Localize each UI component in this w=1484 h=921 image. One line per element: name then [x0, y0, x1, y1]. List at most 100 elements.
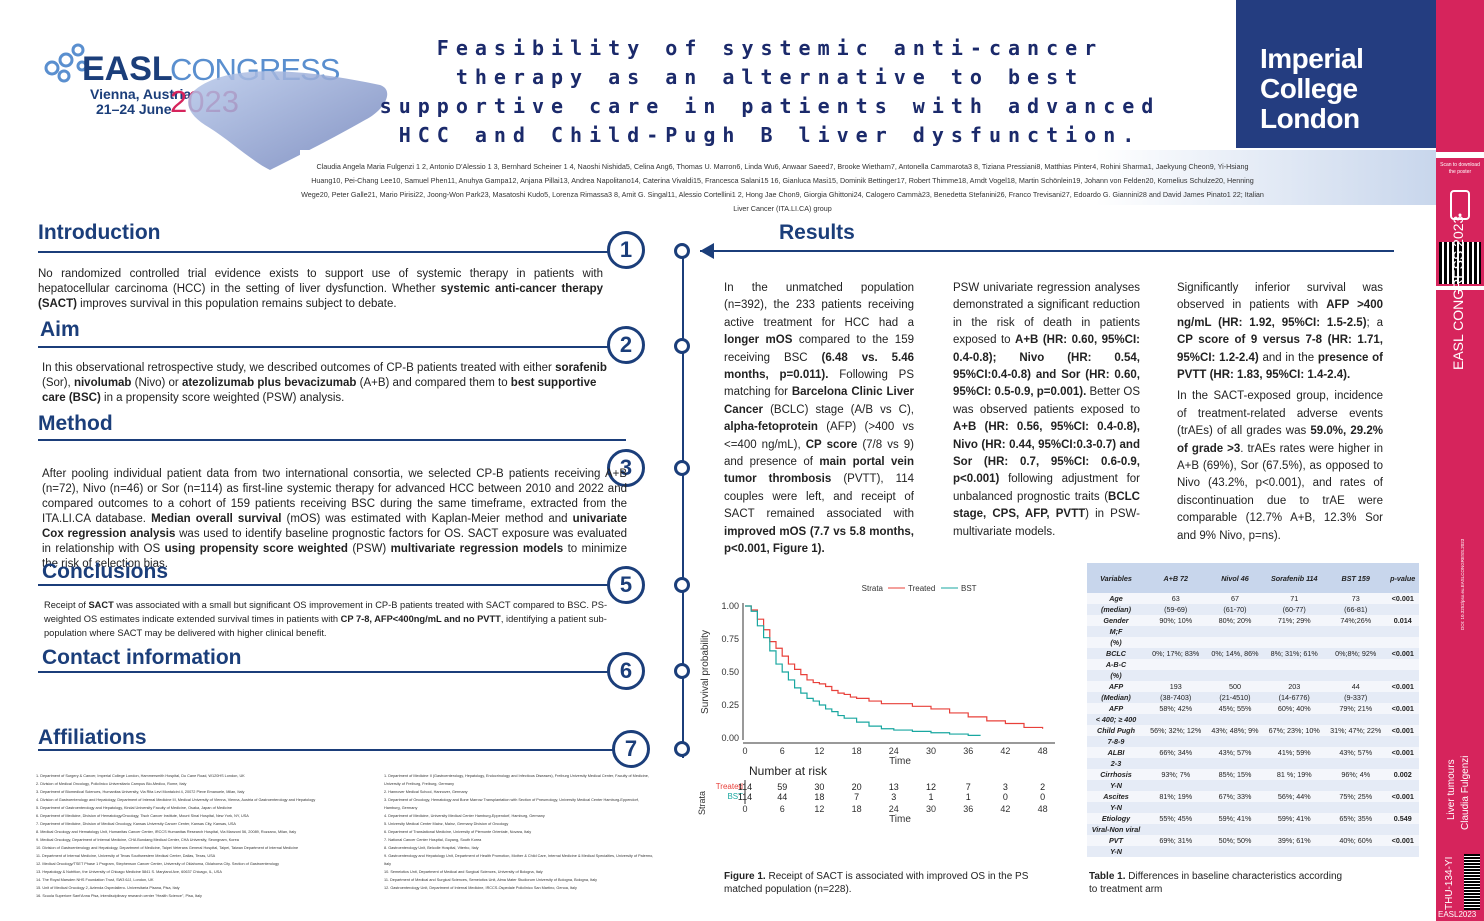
risk-treated-label: Treated [716, 782, 743, 791]
affiliation-item: 15. Unit of Medical Oncology 2, Azienda … [36, 886, 180, 890]
table-row: Cirrhosis 93%; 7% 85%; 15% 81 %; 19% 96%; 4%… [1087, 769, 1419, 780]
table-cell: (14-6776) [1263, 692, 1325, 703]
table-cell: 93%; 7% [1145, 769, 1207, 780]
aim-heading: Aim [40, 318, 80, 341]
table-cell: 75%; 25% [1324, 791, 1387, 802]
qr-code[interactable] [1439, 242, 1481, 284]
connector-node-7 [674, 741, 690, 757]
table-cell [1206, 637, 1264, 648]
table-cell [1263, 824, 1325, 835]
table-cell: <0.001 [1386, 593, 1419, 604]
table-cell: < 400; ≥ 400 [1087, 714, 1145, 725]
affiliation-item: 6. Department of Medicine, Division of H… [36, 814, 249, 818]
table-cell [1324, 824, 1387, 835]
table-header-cell: Sorafenib 114 [1263, 563, 1325, 593]
table-cell: 56%; 32%; 12% [1145, 725, 1207, 736]
table-cell: 43%; 57% [1324, 747, 1387, 758]
y-tick-label: 0.25 [721, 700, 739, 710]
table-cell [1324, 758, 1387, 769]
table-cell: 8%; 31%; 61% [1263, 648, 1325, 659]
table-cell [1145, 846, 1207, 857]
table-cell: Child Pugh [1087, 725, 1145, 736]
table-cell [1206, 626, 1264, 637]
risk-x-label: Time [889, 814, 911, 825]
table-cell [1263, 714, 1325, 725]
table-cell [1145, 736, 1207, 747]
sidebar-topic: Liver tumours [1446, 759, 1457, 820]
table-cell: <0.001 [1386, 791, 1419, 802]
table-cell [1206, 780, 1264, 791]
risk-count-treated: 7 [966, 782, 971, 792]
affiliation-item: 6. Department of Translational Medicine,… [384, 830, 532, 834]
x-tick-label: 18 [852, 746, 862, 756]
table-row: (%) [1087, 637, 1419, 648]
table-row: 2-3 [1087, 758, 1419, 769]
table-cell: 56%; 44% [1263, 791, 1325, 802]
risk-table-title: Number at risk [749, 764, 828, 778]
section-number-3: 3 [607, 449, 645, 487]
affiliation-item: 3. Department of Oncology, Hematology an… [384, 798, 640, 810]
x-tick-label: 0 [742, 746, 747, 756]
table-cell: Viral-Non viral [1087, 824, 1145, 835]
logo-word: EASL [82, 50, 173, 88]
sidebar-congress: EASL CONGRESS 2023 [1450, 215, 1466, 370]
risk-x-tick: 30 [926, 804, 936, 814]
table-cell [1145, 670, 1207, 681]
table-caption: Table 1. Differences in baseline charact… [1089, 871, 1343, 895]
table-row: Etiology 55%; 45% 59%; 41% 59%; 41% 65%; 35%… [1087, 813, 1419, 824]
table-cell [1324, 659, 1387, 670]
table-header-cell: Variables [1087, 563, 1145, 593]
table-cell: 63 [1145, 593, 1207, 604]
table-cell: 90%; 10% [1145, 615, 1207, 626]
affiliation-item: 12. Medical Oncology/TSET Phase 1 Progra… [36, 862, 279, 866]
table-cell [1386, 802, 1419, 813]
table-cell [1386, 626, 1419, 637]
aim-text: In this observational retrospective stud… [42, 362, 607, 404]
affiliation-item: 2. Hannover Medical School, Hannover, Ge… [384, 790, 468, 794]
affiliation-item: 8. Medical Oncology and Hematology Unit,… [36, 830, 297, 834]
table-cell: (61-70) [1206, 604, 1264, 615]
intro-text: No randomized controlled trial evidence … [38, 268, 603, 310]
table-row: Ascites 81%; 19% 67%; 33% 56%; 44% 75%; 25% <… [1087, 791, 1419, 802]
table-cell: 39%; 61% [1263, 835, 1325, 846]
table-row: M;F [1087, 626, 1419, 637]
conclusions-rule [38, 584, 626, 586]
legend-treated-label: Treated [908, 584, 935, 593]
connector-node-1 [674, 243, 690, 259]
table-cell: 80%; 20% [1206, 615, 1264, 626]
table-cell [1324, 802, 1387, 813]
table-cell: 74%;26% [1324, 615, 1387, 626]
results-column-1: In the unmatched population (n=392), the… [724, 282, 915, 556]
intro-rule [38, 251, 626, 253]
table-cell: Y-N [1087, 846, 1145, 857]
table-row: AFP 193 500 203 44 <0.001 [1087, 681, 1419, 692]
risk-count-treated: 59 [777, 782, 787, 792]
risk-count-treated: 20 [852, 782, 862, 792]
section-number-1: 1 [607, 231, 645, 269]
connector-node-3 [674, 460, 690, 476]
table-cell [1263, 626, 1325, 637]
table-cell: 0%; 14%, 86% [1206, 648, 1264, 659]
affiliation-item: 9. Medical Oncology, Department of Inter… [36, 838, 239, 842]
table-row: ALBI 66%; 34% 43%; 57% 41%; 59% 43%; 57% <0.0… [1087, 747, 1419, 758]
affiliation-item: 4. Division of Gastroenterology and Hepa… [36, 798, 316, 802]
x-tick-label: 48 [1038, 746, 1048, 756]
table-cell: 71 [1263, 593, 1325, 604]
table-row: A-B-C [1087, 659, 1419, 670]
table-cell [1386, 758, 1419, 769]
sidebar-info-block: EASL CONGRESS 2023 DOI: 10.3252/pso.eu.E… [1436, 216, 1484, 921]
results-column-3-para-1: Significantly inferior survival was obse… [1177, 282, 1383, 382]
table-cell [1386, 692, 1419, 703]
table-cell: 67%; 33% [1206, 791, 1264, 802]
table-cell [1386, 736, 1419, 747]
table-cell [1386, 670, 1419, 681]
liver-illustration [188, 71, 388, 170]
table-cell: 59%; 41% [1206, 813, 1264, 824]
table-row: Y-N [1087, 802, 1419, 813]
risk-count-treated: 30 [814, 782, 824, 792]
table-cell: 43%; 48%; 9% [1206, 725, 1264, 736]
contact-heading: Contact information [42, 646, 242, 669]
affiliation-item: 9. Gastroenterology and Hepatology Unit,… [384, 854, 654, 866]
table-cell: 73 [1324, 593, 1387, 604]
affiliation-item: 5. Department of Gastroenterology and He… [36, 806, 232, 810]
